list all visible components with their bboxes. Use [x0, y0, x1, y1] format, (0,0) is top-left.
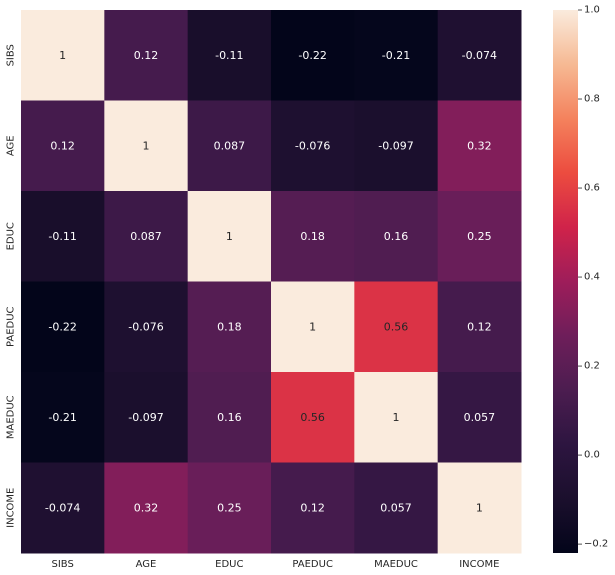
colorbar: −0.2 0.0 0.2 0.4 0.6 0.8 1.0 [553, 5, 608, 553]
colorbar-tick-label: 0.2 [584, 361, 600, 372]
y-tick-label: SIBS [6, 44, 17, 66]
cell-annotation: 1 [393, 411, 400, 424]
x-axis-ticks: SIBS AGE EDUC PAEDUC MAEDUC INCOME [51, 559, 499, 570]
y-tick-label: MAEDUC [6, 395, 17, 439]
heatmap-cell [271, 10, 355, 101]
cell-annotation: -0.22 [298, 49, 326, 62]
colorbar-tick-label: 1.0 [584, 5, 600, 16]
heatmap-cell [21, 372, 105, 463]
cell-annotation: 1 [143, 139, 150, 152]
heatmap-cell [104, 281, 189, 373]
cell-annotation: 0.25 [217, 501, 242, 514]
x-tick-label: AGE [136, 559, 157, 570]
heatmap-cell [437, 10, 522, 101]
cell-annotation: -0.21 [48, 411, 76, 424]
heatmap-cell [354, 191, 439, 282]
cell-annotation: -0.076 [128, 320, 163, 333]
cell-annotation: 0.18 [300, 230, 325, 243]
cell-annotation: -0.097 [128, 411, 163, 424]
heatmap-cell [187, 10, 272, 101]
cell-annotation: -0.076 [295, 139, 330, 152]
colorbar-gradient [553, 10, 578, 553]
heatmap-cell [437, 281, 522, 373]
cell-annotation: 0.56 [384, 320, 409, 333]
heatmap-cell [21, 462, 105, 554]
cell-annotation: 1 [226, 230, 233, 243]
heatmap-cell [437, 372, 522, 463]
cell-annotation: 0.18 [217, 320, 242, 333]
heatmap-cell [354, 281, 439, 373]
cell-annotation: 0.057 [380, 501, 412, 514]
heatmap-cell [104, 10, 189, 101]
x-tick-label: EDUC [215, 559, 243, 570]
heatmap-cell [187, 191, 272, 282]
colorbar-tick-label: 0.4 [584, 272, 600, 283]
heatmap-cell [187, 281, 272, 373]
cell-annotation: 0.12 [134, 49, 159, 62]
heatmap-cell [187, 372, 272, 463]
heatmap-cell [271, 100, 355, 192]
cell-annotation: 0.12 [467, 320, 492, 333]
cell-annotation: -0.074 [462, 49, 497, 62]
cell-annotation: 0.12 [50, 139, 75, 152]
colorbar-tick-label: −0.2 [584, 539, 608, 550]
heatmap-cell [437, 462, 522, 554]
cell-annotation: -0.074 [45, 501, 80, 514]
colorbar-tick-label: 0.6 [584, 183, 600, 194]
y-tick-label: EDUC [6, 222, 17, 250]
heatmap-cell [271, 191, 355, 282]
heatmap-cell [21, 10, 105, 101]
cell-annotation: -0.11 [48, 230, 76, 243]
cell-annotation: 0.057 [464, 411, 496, 424]
x-tick-label: MAEDUC [374, 559, 418, 570]
heatmap-cell [271, 462, 355, 554]
cell-annotation: 0.25 [467, 230, 492, 243]
cell-annotation: 0.12 [300, 501, 325, 514]
heatmap-cell [21, 191, 105, 282]
x-tick-label: INCOME [459, 559, 499, 570]
heatmap-cell [437, 191, 522, 282]
heatmap-cell [354, 372, 439, 463]
heatmap-cell [104, 372, 189, 463]
cell-annotation: 1 [309, 320, 316, 333]
heatmap-cell [354, 462, 439, 554]
heatmap-cell [21, 100, 105, 192]
y-tick-label: AGE [6, 135, 17, 156]
cell-annotation: -0.11 [215, 49, 243, 62]
heatmap-cell [354, 10, 439, 101]
heatmap-cell [271, 281, 355, 373]
cell-annotation: 0.087 [130, 230, 162, 243]
cell-annotation: 0.16 [217, 411, 242, 424]
heatmap-cell [187, 100, 272, 192]
y-axis-ticks: SIBS AGE EDUC PAEDUC MAEDUC INCOME [6, 44, 17, 528]
x-tick-label: SIBS [51, 559, 73, 570]
heatmap-cell [104, 100, 189, 192]
cell-annotation: 0.32 [467, 139, 492, 152]
cell-annotation: -0.097 [378, 139, 413, 152]
heatmap-cells: 1 0.12 -0.11 -0.22 -0.21 -0.074 0.12 1 0.087 -0.0… [21, 10, 522, 554]
colorbar-tick-label: 0.8 [584, 94, 600, 105]
cell-annotation: 1 [476, 501, 483, 514]
cell-annotation: -0.22 [48, 320, 76, 333]
y-tick-label: INCOME [6, 488, 17, 528]
heatmap-cell [104, 462, 189, 554]
heatmap-cell [437, 100, 522, 192]
colorbar-tick-label: 0.0 [584, 450, 600, 461]
cell-annotation: -0.21 [382, 49, 410, 62]
heatmap-cell [187, 462, 272, 554]
heatmap-cell [271, 372, 355, 463]
heatmap-cell [104, 191, 189, 282]
cell-annotation: 1 [59, 49, 66, 62]
cell-annotation: 0.16 [384, 230, 409, 243]
cell-annotation: 0.32 [134, 501, 159, 514]
heatmap-cell [354, 100, 439, 192]
x-tick-label: PAEDUC [292, 559, 333, 570]
cell-annotation: 0.087 [214, 139, 246, 152]
y-tick-label: PAEDUC [6, 306, 17, 347]
heatmap-cell [21, 281, 105, 373]
cell-annotation: 0.56 [300, 411, 325, 424]
